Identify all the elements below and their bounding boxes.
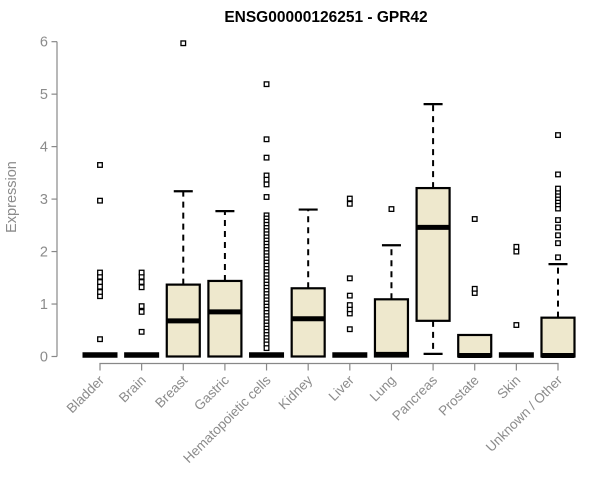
y-tick-label: 1 — [40, 297, 48, 313]
box-group — [373, 206, 410, 358]
outlier-point — [138, 284, 145, 291]
box-group — [415, 103, 451, 355]
outlier-point — [138, 269, 145, 276]
outlier-point — [97, 289, 103, 295]
outlier-point — [471, 216, 478, 222]
box-group — [82, 162, 118, 358]
y-tick-label: 6 — [40, 35, 48, 51]
outlier-point — [346, 302, 353, 309]
outlier-point — [180, 40, 187, 47]
box-group — [124, 269, 160, 358]
outlier-point — [471, 285, 478, 292]
outlier-point — [513, 322, 520, 328]
iqr-box — [290, 287, 326, 358]
y-tick-label: 4 — [40, 140, 48, 156]
outlier-point — [555, 224, 561, 231]
outlier-point — [263, 81, 270, 88]
outlier-point — [138, 279, 145, 285]
outlier-point — [346, 326, 353, 333]
outlier-point — [555, 217, 561, 224]
outlier-point — [346, 200, 353, 207]
collapsed-box — [82, 352, 118, 358]
x-tick-label: Bladder — [64, 372, 108, 416]
outlier-point — [138, 303, 145, 310]
outlier-point — [555, 232, 561, 239]
x-tick-label: Skin — [494, 373, 523, 402]
box-group — [540, 132, 576, 358]
collapsed-box — [498, 352, 534, 358]
iqr-box — [415, 186, 451, 322]
iqr-box — [540, 316, 576, 358]
outlier-point — [97, 336, 103, 343]
box-series — [82, 40, 576, 358]
x-tick-label: Lung — [367, 373, 399, 405]
y-axis-label: Expression — [4, 161, 20, 233]
x-tick-label: Kidney — [276, 372, 316, 412]
outlier-point — [555, 171, 561, 178]
outlier-point — [346, 292, 353, 299]
x-tick-label: Unknown / Other — [483, 372, 566, 455]
outlier-point — [513, 243, 520, 250]
x-tick-label: Liver — [326, 372, 358, 404]
outlier-point — [97, 269, 103, 276]
box-group — [332, 195, 368, 358]
outlier-point — [97, 197, 103, 204]
outlier-point — [555, 132, 561, 139]
x-tick-label: Pancreas — [389, 372, 440, 423]
outlier-point — [97, 162, 103, 168]
collapsed-box — [332, 352, 368, 358]
outlier-point — [346, 195, 353, 202]
outlier-point — [138, 308, 145, 315]
outlier-point — [263, 181, 270, 188]
outlier-point — [97, 283, 103, 290]
outlier-point — [138, 328, 145, 335]
box-group — [207, 210, 243, 358]
box-group — [249, 81, 285, 358]
outlier-point — [513, 248, 520, 255]
y-tick-label: 0 — [40, 350, 48, 366]
box-group — [457, 216, 493, 358]
outlier-point — [388, 206, 395, 213]
x-tick-label: Prostate — [436, 373, 482, 419]
outlier-point — [555, 185, 561, 192]
y-tick-label: 5 — [40, 87, 48, 103]
chart-title: ENSG00000126251 - GPR42 — [224, 9, 427, 26]
x-tick-label: Brain — [116, 373, 149, 406]
outlier-point — [263, 345, 270, 352]
iqr-box — [373, 298, 410, 358]
x-tick-label: Breast — [152, 372, 190, 410]
outlier-point — [263, 176, 270, 183]
outlier-point — [263, 154, 270, 161]
iqr-box — [207, 279, 243, 358]
outlier-point — [263, 136, 270, 143]
outlier-point — [346, 275, 353, 282]
outlier-point — [97, 279, 103, 285]
collapsed-box — [249, 352, 285, 358]
outlier-point — [555, 254, 561, 261]
x-tick-label: Gastric — [191, 372, 232, 413]
box-group — [290, 208, 326, 358]
collapsed-box — [124, 352, 160, 358]
y-tick-label: 3 — [40, 192, 48, 208]
box-group — [165, 40, 201, 358]
box-group — [498, 243, 534, 358]
y-tick-label: 2 — [40, 245, 48, 261]
outlier-point — [555, 240, 561, 247]
outlier-point — [263, 194, 270, 200]
